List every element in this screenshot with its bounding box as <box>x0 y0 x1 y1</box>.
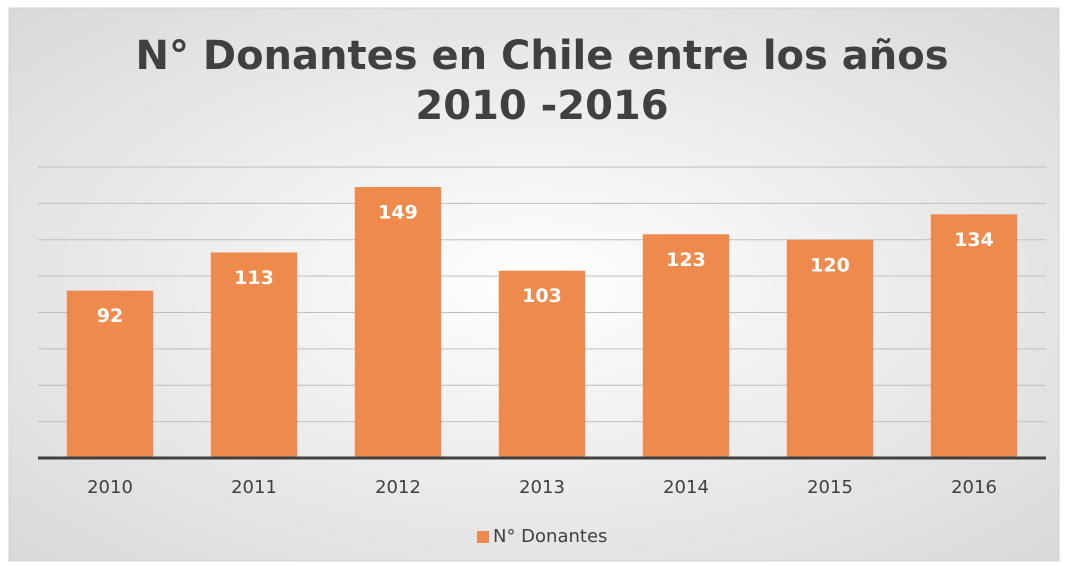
legend-swatch <box>477 531 489 543</box>
x-tick-label: 2013 <box>519 477 565 498</box>
data-label: 120 <box>810 254 850 276</box>
x-tick-label: 2011 <box>231 477 277 498</box>
x-tick-label: 2010 <box>87 477 133 498</box>
bar <box>498 270 586 458</box>
bar <box>930 214 1018 458</box>
bar <box>210 252 298 458</box>
bar <box>642 234 730 458</box>
data-label: 149 <box>378 202 418 224</box>
legend-label: N° Donantes <box>493 526 607 547</box>
bar <box>66 290 154 458</box>
x-tick-label: 2016 <box>951 477 997 498</box>
x-tick-label: 2012 <box>375 477 421 498</box>
data-label: 92 <box>97 305 123 327</box>
chart-title: 2010 -2016 <box>415 83 668 129</box>
data-label: 103 <box>522 285 562 307</box>
data-label: 123 <box>666 249 706 271</box>
data-label: 134 <box>954 229 994 251</box>
chart-title: N° Donantes en Chile entre los años <box>135 33 948 79</box>
bar <box>354 187 442 458</box>
data-label: 113 <box>234 267 274 289</box>
x-tick-label: 2015 <box>807 477 853 498</box>
bar <box>786 239 874 458</box>
x-tick-label: 2014 <box>663 477 709 498</box>
